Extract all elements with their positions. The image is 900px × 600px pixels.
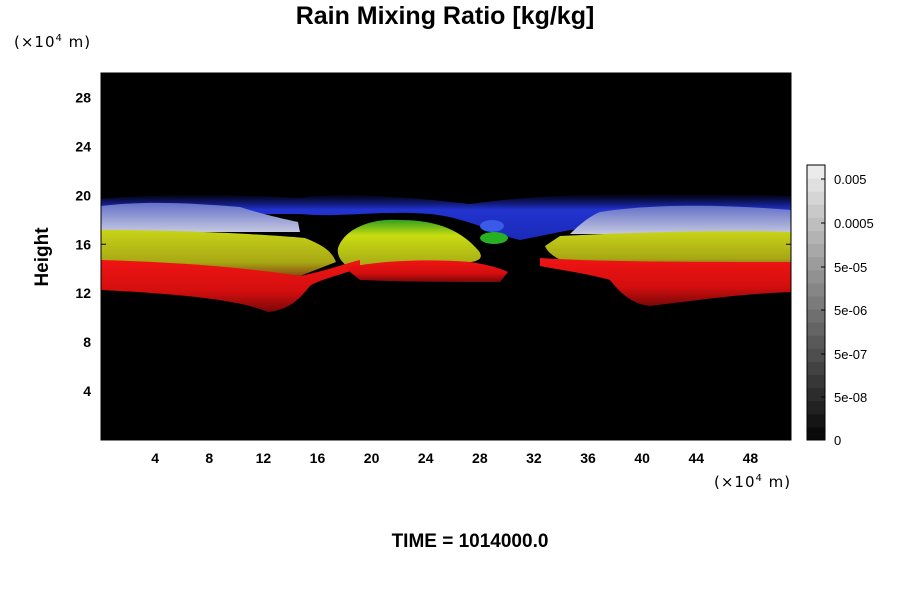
- precipitation-field: [101, 193, 791, 312]
- x-axis: 4 8 12 16 20 24 28 32 36 40 44 48: [151, 73, 758, 466]
- colorbar-label: 5e-06: [834, 303, 867, 318]
- lavender-band-right: [570, 205, 791, 234]
- colorbar-swatch: [807, 295, 825, 310]
- colorbar-swatch: [807, 400, 825, 415]
- colorbar-swatch: [807, 269, 825, 284]
- colorbar-swatch: [807, 282, 825, 297]
- colorbar-swatch: [807, 387, 825, 402]
- colorbar-swatch: [807, 335, 825, 349]
- colorbar-frame: [806, 164, 826, 441]
- red-band-left: [101, 260, 360, 312]
- y-tick-label: 24: [75, 138, 91, 154]
- y-tick-label: 20: [75, 187, 91, 203]
- colorbar-swatch: [807, 348, 825, 362]
- colorbar-swatch: [807, 322, 825, 336]
- y-tick-label: 8: [83, 334, 91, 350]
- colorbar-label: 0: [834, 433, 841, 448]
- colorbar-label: 5e-07: [834, 347, 867, 362]
- yellow-band-center: [337, 219, 481, 272]
- plot-frame: [100, 72, 792, 441]
- chart-title: Rain Mixing Ratio [kg/kg]: [295, 2, 595, 30]
- x-tick-label: 32: [526, 450, 542, 466]
- colorbar-swatch: [807, 191, 825, 205]
- x-tick-label: 20: [364, 450, 380, 466]
- y-axis: 4 8 12 16 20 24 28: [75, 89, 791, 399]
- colorbar-label: 5e-08: [834, 390, 867, 405]
- x-tick-label: 24: [418, 450, 434, 466]
- x-tick-label: 8: [205, 450, 213, 466]
- colorbar-swatch: [807, 230, 825, 245]
- colorbar: 0.005 0.0005 5e-05 5e-06 5e-07 5e-08 0: [806, 164, 874, 448]
- y-tick-label: 16: [75, 236, 91, 252]
- colorbar-swatch: [807, 413, 825, 428]
- yellow-band-right: [545, 231, 791, 270]
- colorbar-label: 0.0005: [834, 216, 874, 231]
- x-tick-label: 36: [580, 450, 596, 466]
- x-axis-unit: (×104 m): [714, 473, 792, 491]
- colorbar-swatch: [807, 243, 825, 258]
- y-axis-unit: (×104 m): [14, 33, 92, 51]
- x-tick-label: 12: [256, 450, 272, 466]
- colorbar-swatch: [807, 361, 825, 376]
- colorbar-swatch: [807, 374, 825, 389]
- red-band-right: [540, 258, 791, 306]
- blue-patch: [480, 220, 504, 232]
- lavender-band-left: [101, 202, 300, 232]
- y-tick-label: 28: [75, 89, 91, 105]
- time-label: TIME = 1014000.0: [391, 531, 549, 552]
- x-tick-label: 4: [151, 450, 159, 466]
- colorbar-swatch: [807, 178, 825, 192]
- blue-band: [101, 193, 791, 240]
- colorbar-swatch: [807, 217, 825, 231]
- colorbar-swatch: [807, 165, 825, 179]
- x-tick-label: 40: [634, 450, 650, 466]
- colorbar-label: 0.005: [834, 172, 867, 187]
- x-tick-label: 28: [472, 450, 488, 466]
- colorbar-swatch: [807, 204, 825, 218]
- colorbar-swatch: [807, 309, 825, 323]
- colorbar-label: 5e-05: [834, 260, 867, 275]
- colorbar-swatch: [807, 256, 825, 271]
- green-patch: [480, 232, 508, 244]
- y-tick-label: 4: [83, 383, 91, 399]
- x-tick-label: 48: [743, 450, 759, 466]
- red-band-center: [345, 260, 508, 282]
- x-tick-label: 44: [689, 450, 705, 466]
- x-tick-label: 16: [310, 450, 326, 466]
- colorbar-swatch: [807, 426, 825, 441]
- y-tick-label: 12: [75, 285, 91, 301]
